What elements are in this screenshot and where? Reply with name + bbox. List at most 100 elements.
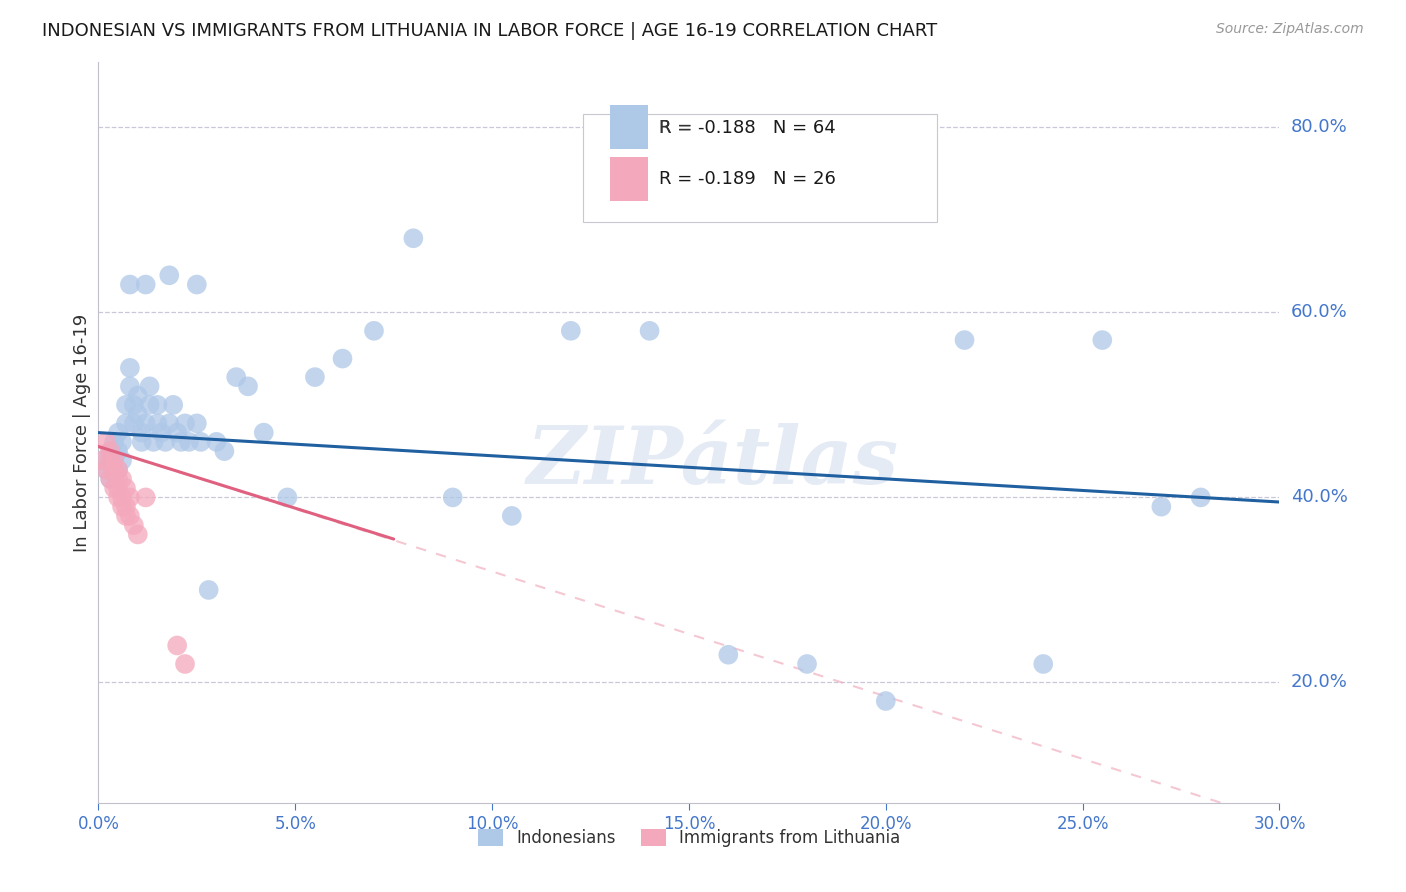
Point: [162, 398, 184, 412]
Point: [135, 277, 157, 292]
Point: [107, 462, 129, 476]
Point: [138, 379, 160, 393]
Point: [98, 444, 121, 458]
Point: [1189, 491, 1212, 505]
Point: [304, 370, 326, 384]
Point: [142, 434, 165, 449]
Point: [501, 508, 523, 523]
Point: [103, 481, 125, 495]
Point: [118, 491, 141, 505]
Text: R = -0.189   N = 26: R = -0.189 N = 26: [659, 170, 837, 188]
Point: [157, 417, 180, 431]
Point: [166, 425, 188, 440]
Point: [127, 389, 149, 403]
Point: [131, 425, 153, 440]
Point: [103, 434, 125, 449]
Point: [170, 434, 193, 449]
Point: [205, 434, 228, 449]
Point: [174, 417, 197, 431]
Point: [122, 417, 145, 431]
Point: [214, 444, 236, 458]
Point: [197, 582, 219, 597]
Text: R =: R =: [659, 119, 699, 136]
Point: [127, 527, 149, 541]
Point: [236, 379, 259, 393]
Point: [225, 370, 247, 384]
Point: [150, 425, 173, 440]
Text: ZIPátlas: ZIPátlas: [526, 424, 898, 501]
Text: 40.0%: 40.0%: [1291, 489, 1347, 507]
Point: [111, 500, 134, 514]
Point: [402, 231, 425, 245]
Point: [186, 417, 208, 431]
Point: [107, 444, 129, 458]
Point: [98, 453, 121, 467]
Point: [717, 648, 740, 662]
Point: [638, 324, 661, 338]
Point: [107, 491, 129, 505]
FancyBboxPatch shape: [610, 105, 648, 149]
Point: [332, 351, 354, 366]
Point: [155, 434, 177, 449]
Point: [115, 500, 138, 514]
Y-axis label: In Labor Force | Age 16-19: In Labor Force | Age 16-19: [73, 313, 91, 552]
Point: [111, 434, 134, 449]
Point: [98, 444, 121, 458]
Point: [111, 472, 134, 486]
Text: Source: ZipAtlas.com: Source: ZipAtlas.com: [1216, 22, 1364, 37]
Point: [107, 481, 129, 495]
FancyBboxPatch shape: [610, 157, 648, 201]
Point: [96, 462, 118, 476]
Point: [107, 462, 129, 476]
Text: 60.0%: 60.0%: [1291, 303, 1347, 321]
FancyBboxPatch shape: [582, 114, 936, 221]
Point: [96, 462, 118, 476]
Point: [146, 398, 169, 412]
Point: [118, 277, 141, 292]
Point: [166, 639, 188, 653]
Point: [186, 277, 208, 292]
Point: [111, 453, 134, 467]
Point: [953, 333, 976, 347]
Point: [131, 434, 153, 449]
Point: [146, 417, 169, 431]
Point: [115, 481, 138, 495]
Point: [107, 472, 129, 486]
Point: [276, 491, 298, 505]
Text: 20.0%: 20.0%: [1291, 673, 1347, 691]
Point: [91, 453, 114, 467]
Point: [91, 453, 114, 467]
Point: [111, 491, 134, 505]
Point: [96, 434, 118, 449]
Point: [107, 425, 129, 440]
Text: INDONESIAN VS IMMIGRANTS FROM LITHUANIA IN LABOR FORCE | AGE 16-19 CORRELATION C: INDONESIAN VS IMMIGRANTS FROM LITHUANIA …: [42, 22, 938, 40]
Point: [138, 398, 160, 412]
Point: [1150, 500, 1173, 514]
Point: [98, 472, 121, 486]
Point: [796, 657, 818, 671]
Point: [441, 491, 464, 505]
Point: [103, 453, 125, 467]
Point: [135, 417, 157, 431]
Point: [118, 360, 141, 375]
Point: [253, 425, 276, 440]
Point: [118, 379, 141, 393]
Point: [103, 453, 125, 467]
Text: R = -0.188   N = 64: R = -0.188 N = 64: [659, 119, 837, 136]
Point: [122, 518, 145, 533]
Point: [135, 491, 157, 505]
Point: [1032, 657, 1054, 671]
Point: [127, 407, 149, 421]
Point: [190, 434, 212, 449]
Point: [560, 324, 582, 338]
Point: [98, 472, 121, 486]
Point: [115, 508, 138, 523]
Text: 80.0%: 80.0%: [1291, 119, 1347, 136]
Point: [122, 398, 145, 412]
Point: [1091, 333, 1114, 347]
Point: [103, 462, 125, 476]
Point: [118, 508, 141, 523]
Point: [363, 324, 385, 338]
Point: [177, 434, 200, 449]
Point: [115, 417, 138, 431]
